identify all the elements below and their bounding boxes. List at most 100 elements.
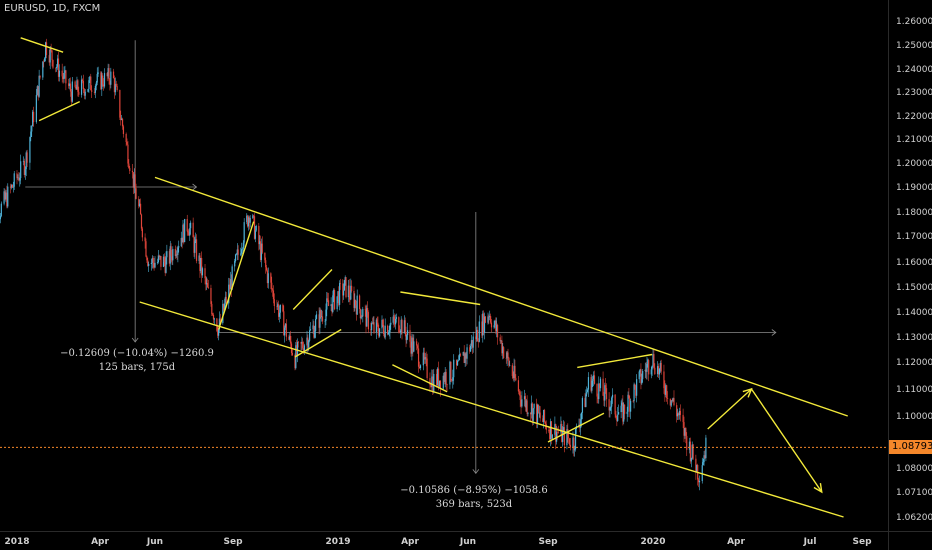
candle-body	[259, 241, 261, 245]
candle-body	[170, 246, 172, 257]
candle-body	[518, 391, 520, 392]
candle-body	[97, 72, 99, 74]
candle-body	[318, 314, 320, 328]
trendline[interactable]	[547, 412, 605, 443]
candle-body	[507, 352, 509, 358]
candle-body	[409, 330, 411, 342]
candle-body	[126, 142, 128, 145]
candle-body	[370, 329, 372, 331]
candle-body	[267, 273, 269, 284]
candle-body	[95, 82, 97, 86]
candle-body	[705, 437, 707, 459]
candle-body	[530, 413, 532, 415]
candle-body	[684, 428, 686, 436]
trendline[interactable]	[292, 269, 333, 310]
candle-body	[695, 458, 697, 473]
price-tick-label: 1.11000	[896, 385, 932, 395]
candle-body	[4, 191, 6, 200]
candle-body	[399, 331, 401, 333]
trendline[interactable]	[154, 176, 848, 417]
candle-body	[219, 318, 221, 323]
candle-body	[384, 325, 386, 338]
candle-body	[76, 80, 78, 90]
candle-body	[596, 383, 598, 397]
candle-body	[103, 84, 105, 87]
trendline[interactable]	[139, 301, 844, 518]
candle-body	[90, 76, 92, 91]
candle-body	[449, 361, 451, 385]
candle-body	[549, 431, 551, 439]
candle-body	[211, 303, 213, 315]
candle-body	[56, 66, 58, 69]
candle-body	[290, 335, 292, 344]
trendline[interactable]	[20, 37, 64, 53]
trendline[interactable]	[577, 353, 653, 369]
candle-body	[574, 449, 576, 451]
symbol-label[interactable]: EURUSD, 1D, FXCM	[4, 3, 101, 14]
last-price-tag: 1.08793	[889, 440, 932, 455]
candle-body	[166, 251, 168, 258]
candle-body	[121, 118, 124, 127]
candle-body	[436, 373, 438, 386]
candle-body	[25, 152, 27, 170]
candle-body	[131, 170, 134, 173]
candle-body	[531, 403, 533, 421]
candle-body	[416, 341, 418, 346]
candle-body	[116, 86, 118, 90]
candle-body	[493, 325, 495, 328]
trendline[interactable]	[38, 100, 81, 122]
candle-body	[520, 399, 522, 407]
candle-body	[343, 290, 345, 296]
measure-2-arrow-right	[771, 329, 777, 336]
time-tick-label: Apr	[727, 537, 745, 547]
candle-body	[241, 249, 243, 254]
candle-body	[521, 399, 523, 407]
candle-body	[44, 58, 46, 62]
candle-body	[308, 330, 311, 341]
trendline[interactable]	[392, 364, 448, 393]
candle-body	[113, 78, 116, 93]
candle-body	[651, 365, 653, 370]
candle-body	[325, 309, 327, 321]
candle-body	[444, 371, 446, 382]
candle-body	[527, 413, 529, 414]
candle-body	[271, 282, 273, 290]
candle-body	[483, 316, 486, 333]
candle-body	[383, 325, 385, 334]
candle-body	[128, 163, 130, 169]
candle-body	[270, 273, 272, 283]
candle-body	[261, 243, 263, 253]
candle-body	[566, 429, 568, 446]
candle-body	[190, 222, 192, 229]
time-axis[interactable]: 2018 Apr Jun Sep 2019 Apr Jun Sep 2020 Apr Jul Sep	[4, 537, 872, 547]
price-axis[interactable]: 1.26000 1.25000 1.24000 1.23000 1.22000 1.210…	[896, 17, 932, 523]
candle-body	[519, 391, 521, 400]
candle-body	[501, 340, 503, 354]
candle-body	[205, 278, 207, 285]
candle-body	[660, 362, 662, 372]
candle-body	[382, 319, 384, 326]
candle-body	[247, 215, 249, 227]
trendline[interactable]	[294, 328, 342, 358]
candle-body	[157, 255, 159, 263]
candle-body	[686, 435, 688, 450]
candle-body	[636, 379, 638, 396]
candle-body	[139, 203, 141, 207]
candle-body	[285, 323, 287, 337]
candle-body	[327, 300, 330, 307]
candle-body	[333, 290, 335, 296]
candle-body	[560, 424, 562, 433]
candle-body	[367, 312, 369, 330]
candle-body	[511, 365, 513, 377]
trendline[interactable]	[400, 291, 481, 306]
candle-body	[630, 400, 632, 412]
candle-body	[689, 441, 691, 462]
candle-body	[393, 316, 395, 321]
candle-body	[320, 310, 322, 318]
candle-body	[523, 396, 526, 400]
candle-body	[605, 388, 608, 400]
candle-body	[57, 58, 60, 77]
candle-body	[127, 144, 129, 164]
trendline[interactable]	[217, 221, 255, 330]
